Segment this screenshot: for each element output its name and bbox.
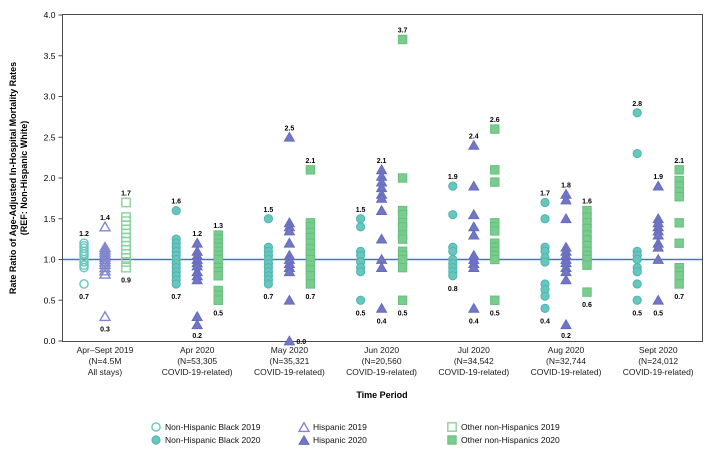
y-axis-title-line2: (REF: Non-Hispanic White)	[19, 120, 29, 236]
svg-text:0.7: 0.7	[264, 294, 274, 301]
svg-text:1.9: 1.9	[448, 174, 458, 181]
svg-text:All stays): All stays)	[88, 367, 123, 377]
svg-text:1.2: 1.2	[192, 231, 202, 238]
svg-text:Jul 2020: Jul 2020	[458, 345, 490, 355]
legend-item-label: Non-Hispanic Black 2019	[165, 421, 261, 432]
legend-item-other-non-hispanics-2020: Other non-Hispanics 2020	[446, 433, 560, 446]
svg-text:0.8: 0.8	[448, 286, 458, 293]
legend-item-label: Hispanic 2019	[313, 421, 367, 432]
svg-text:3.5: 3.5	[44, 51, 56, 61]
svg-text:0.0: 0.0	[44, 336, 56, 346]
filled-circle-marker-icon	[151, 434, 161, 445]
svg-text:0.5: 0.5	[490, 310, 500, 317]
x-axis-title: Time Period	[356, 390, 408, 400]
svg-text:(N=4.5M: (N=4.5M	[89, 356, 122, 366]
svg-text:COVID-19-related): COVID-19-related)	[438, 367, 509, 377]
svg-text:Apr 2020: Apr 2020	[180, 345, 215, 355]
svg-text:2.5: 2.5	[44, 132, 56, 142]
svg-text:COVID-19-related): COVID-19-related)	[254, 367, 325, 377]
svg-text:1.4: 1.4	[100, 215, 110, 222]
svg-text:1.5: 1.5	[356, 207, 366, 214]
legend-item-hispanic-2019: Hispanic 2019	[298, 420, 446, 433]
legend-item-non-hispanic-black-2020: Non-Hispanic Black 2020	[150, 433, 298, 446]
svg-text:0.5: 0.5	[356, 310, 366, 317]
svg-text:0.2: 0.2	[561, 333, 571, 340]
svg-text:1.5: 1.5	[44, 214, 56, 224]
svg-text:0.2: 0.2	[192, 333, 202, 340]
legend-item-label: Other non-Hispanics 2020	[461, 434, 560, 445]
svg-text:(N=53,305: (N=53,305	[177, 356, 217, 366]
svg-text:2.4: 2.4	[469, 133, 479, 140]
svg-text:1.6: 1.6	[582, 199, 592, 206]
svg-text:COVID-19-related): COVID-19-related)	[162, 367, 233, 377]
svg-text:0.5: 0.5	[653, 310, 663, 317]
svg-text:2.5: 2.5	[285, 125, 295, 132]
svg-text:0.9: 0.9	[121, 278, 131, 285]
svg-text:(N=32,744: (N=32,744	[546, 356, 586, 366]
svg-text:0.7: 0.7	[171, 294, 181, 301]
filled-square-marker-icon	[447, 434, 457, 445]
svg-text:0.5: 0.5	[632, 310, 642, 317]
legend-item-label: Hispanic 2020	[313, 434, 367, 445]
svg-text:Sept 2020: Sept 2020	[639, 345, 678, 355]
svg-text:0.4: 0.4	[377, 318, 387, 325]
svg-text:1.8: 1.8	[561, 182, 571, 189]
svg-text:0.5: 0.5	[398, 310, 408, 317]
svg-text:1.5: 1.5	[264, 207, 274, 214]
svg-text:1.7: 1.7	[540, 190, 550, 197]
svg-text:0.7: 0.7	[306, 294, 316, 301]
svg-text:Apr–Sept 2019: Apr–Sept 2019	[77, 345, 134, 355]
svg-text:0.7: 0.7	[79, 294, 89, 301]
legend-item-hispanic-2020: Hispanic 2020	[298, 433, 446, 446]
svg-text:0.5: 0.5	[213, 310, 223, 317]
svg-text:0.4: 0.4	[540, 318, 550, 325]
svg-text:0.0: 0.0	[296, 339, 306, 346]
svg-text:Jun 2020: Jun 2020	[364, 345, 399, 355]
svg-text:0.5: 0.5	[44, 295, 56, 305]
svg-text:1.0: 1.0	[44, 255, 56, 265]
svg-text:COVID-19-related): COVID-19-related)	[623, 367, 694, 377]
svg-text:1.2: 1.2	[79, 231, 89, 238]
svg-text:(N=20,560: (N=20,560	[362, 356, 402, 366]
svg-text:2.8: 2.8	[632, 101, 642, 108]
open-circle-marker-icon	[151, 421, 161, 432]
svg-text:(N=24,012: (N=24,012	[638, 356, 678, 366]
svg-text:Aug 2020: Aug 2020	[548, 345, 585, 355]
svg-text:May 2020: May 2020	[271, 345, 309, 355]
open-triangle-marker-icon	[298, 420, 310, 432]
svg-text:3.7: 3.7	[398, 27, 408, 34]
svg-text:2.1: 2.1	[674, 158, 684, 165]
legend-item-label: Non-Hispanic Black 2020	[165, 434, 261, 445]
svg-text:2.0: 2.0	[44, 173, 56, 183]
chart-legend: Non-Hispanic Black 2019 Hispanic 2019 Ot…	[150, 420, 560, 446]
svg-text:0.6: 0.6	[582, 302, 592, 309]
svg-text:0.4: 0.4	[469, 318, 479, 325]
svg-text:1.9: 1.9	[653, 174, 663, 181]
y-axis-title-line1: Rate Ratio of Age-Adjusted In-Hospital M…	[8, 61, 18, 295]
svg-text:1.7: 1.7	[121, 190, 131, 197]
open-square-marker-icon	[447, 421, 457, 432]
svg-text:2.6: 2.6	[490, 117, 500, 124]
svg-text:(N=34,542: (N=34,542	[454, 356, 494, 366]
svg-text:2.1: 2.1	[377, 158, 387, 165]
legend-item-label: Other non-Hispanics 2019	[461, 421, 560, 432]
svg-text:0.7: 0.7	[674, 294, 684, 301]
svg-text:0.3: 0.3	[100, 327, 110, 334]
filled-triangle-marker-icon	[298, 434, 310, 445]
svg-text:2.1: 2.1	[306, 158, 316, 165]
y-axis-title: Rate Ratio of Age-Adjusted In-Hospital M…	[8, 8, 32, 348]
svg-text:1.3: 1.3	[213, 223, 223, 230]
svg-text:COVID-19-related): COVID-19-related)	[531, 367, 602, 377]
svg-text:1.6: 1.6	[171, 199, 181, 206]
legend-item-non-hispanic-black-2019: Non-Hispanic Black 2019	[150, 420, 298, 433]
legend-item-other-non-hispanics-2019: Other non-Hispanics 2019	[446, 420, 560, 433]
svg-text:3.0: 3.0	[44, 92, 56, 102]
svg-text:(N=35,321: (N=35,321	[269, 356, 309, 366]
svg-text:COVID-19-related): COVID-19-related)	[346, 367, 417, 377]
svg-text:4.0: 4.0	[44, 10, 56, 20]
